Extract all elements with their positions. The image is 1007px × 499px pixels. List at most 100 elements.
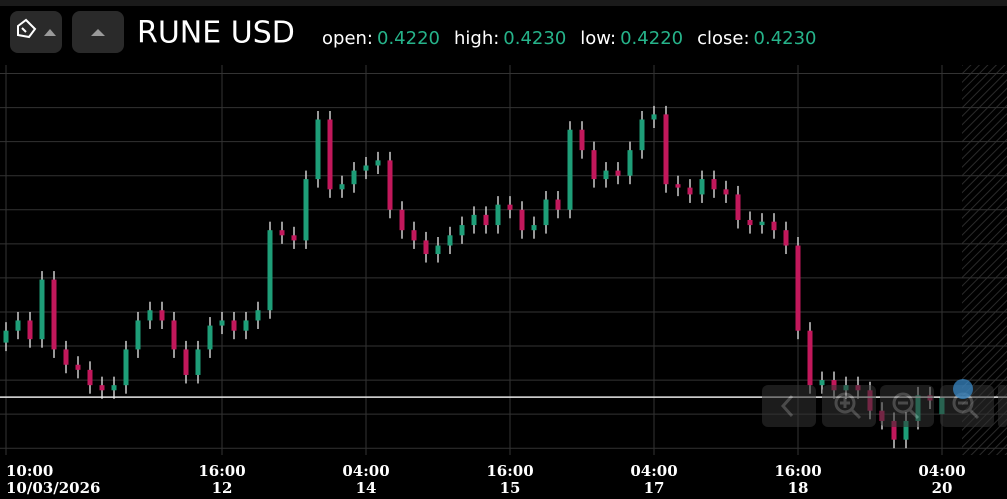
x-tick-label: 04:00 [342,462,389,480]
candle-body [267,230,273,311]
candle-body [183,349,189,375]
zoom-in-button[interactable] [822,385,876,427]
legend-value: 0.4220 [377,28,440,49]
x-tick-label: 16:00 [198,462,245,480]
candle-body [675,184,681,188]
candle-body [663,114,669,185]
candle-body [735,194,741,220]
scroll-right-button[interactable] [998,385,1007,427]
zoom-reset-button[interactable] [940,385,994,427]
candle-body [555,199,561,210]
candle-body [447,235,453,246]
x-tick-sublabel: 12 [212,479,233,497]
candle-body [159,310,165,321]
candle-body [507,204,513,210]
candle-body [87,369,93,386]
x-tick-sublabel: 10/03/2026 [6,479,100,497]
candle-body [15,320,21,331]
candle-body [39,279,45,340]
candle-body [147,310,153,321]
candle-body [459,225,465,236]
candle-body [651,114,657,120]
cursor-indicator [953,379,973,399]
candle-body [195,349,201,375]
ohlc-legend: open: 0.4220 high: 0.4230 low: 0.4220 close: 0.… [322,28,817,49]
legend-label: close: [697,28,749,49]
candle-body [567,129,573,210]
candle-body [51,279,57,350]
candle-body [699,179,705,195]
candle-body [135,320,141,350]
candle-body [579,129,585,151]
candle-body [291,235,297,241]
candle-body [255,310,261,321]
candle-body [27,320,33,340]
candle-body [819,380,825,386]
candle-body [903,420,909,440]
candle-body [603,170,609,180]
legend-label: open: [322,28,373,49]
x-tick-sublabel: 17 [644,479,665,497]
candle-body [111,385,117,391]
draw-tool-button[interactable] [10,11,62,53]
x-tick-label: 16:00 [486,462,533,480]
scroll-left-button[interactable] [762,385,816,427]
x-tick-label: 04:00 [630,462,677,480]
candle-body [891,420,897,440]
legend-value: 0.4230 [754,28,817,49]
x-tick-sublabel: 20 [932,479,953,497]
candle-body [771,221,777,231]
candle-body [171,320,177,350]
candle-body [231,320,237,331]
legend-label: high: [454,28,499,49]
candle-body [411,230,417,241]
candle-body [219,320,225,326]
candle-body [423,240,429,255]
candle-body [783,230,789,246]
candle-body [375,160,381,166]
zoom-controls [762,385,994,427]
candle-body [747,219,753,226]
legend-value: 0.4230 [503,28,566,49]
candle-body [543,199,549,226]
candle-body [327,119,333,190]
candle-body [615,170,621,176]
candle-body [711,179,717,190]
candle-body [723,189,729,195]
top-strip [0,0,1007,6]
candle-body [627,150,633,176]
candle-body [339,184,345,190]
candle-body [303,179,309,241]
candle-body [243,320,249,331]
candle-body [807,330,813,386]
candle-body [471,214,477,226]
candle-body [795,245,801,331]
candle-body [687,187,693,195]
x-tick-label: 04:00 [918,462,965,480]
candle-body [591,150,597,180]
x-tick-sublabel: 18 [788,479,809,497]
candle-body [483,214,489,226]
candle-body [315,119,321,180]
x-tick-sublabel: 15 [500,479,521,497]
candle-body [123,349,129,386]
candle-body [207,325,213,350]
candle-body [3,330,9,343]
candle-body [531,225,537,231]
x-tick-label: 10:00 [6,462,53,480]
candle-body [63,349,69,365]
legend-label: low: [580,28,616,49]
legend-value: 0.4220 [620,28,683,49]
candle-body [279,230,285,236]
candle-body [363,165,369,171]
candle-body [639,119,645,151]
candle-body [399,209,405,231]
zoom-out-button[interactable] [880,385,934,427]
candle-body [435,245,441,255]
candle-body [495,204,501,226]
x-tick-sublabel: 14 [356,479,377,497]
candle-body [99,385,105,391]
collapse-button[interactable] [72,11,124,53]
